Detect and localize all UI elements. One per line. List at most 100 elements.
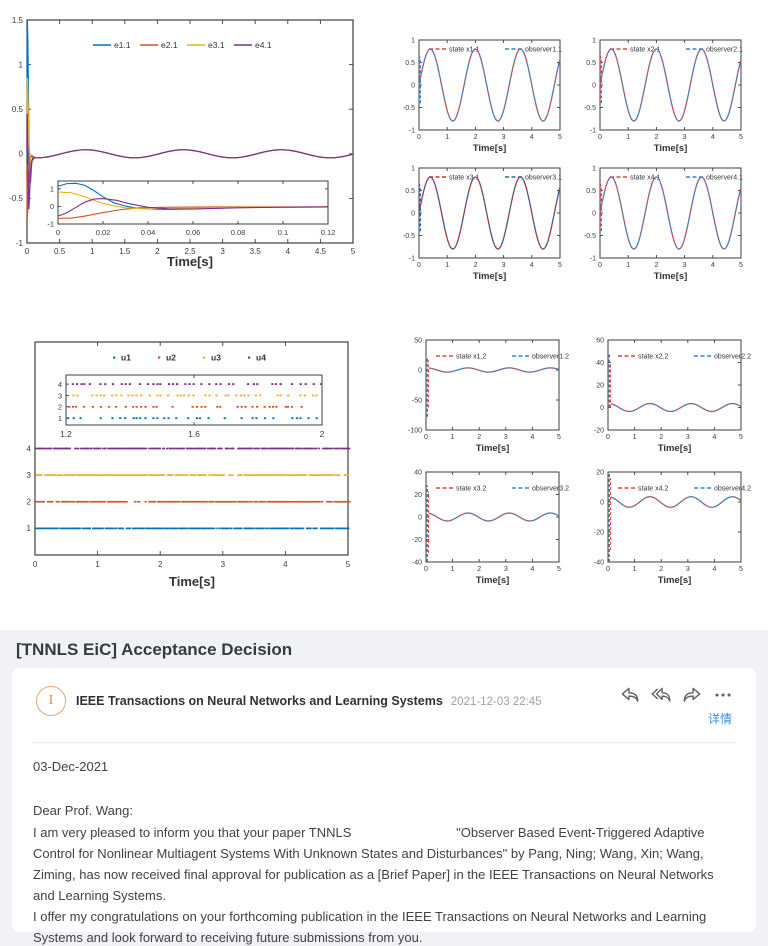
- svg-text:2: 2: [155, 247, 160, 256]
- svg-text:u1: u1: [121, 353, 131, 363]
- svg-text:2: 2: [654, 262, 658, 269]
- svg-text:5: 5: [346, 560, 351, 569]
- svg-text:0: 0: [606, 566, 610, 573]
- svg-text:Time[s]: Time[s]: [476, 575, 510, 586]
- svg-text:Time[s]: Time[s]: [658, 575, 692, 586]
- svg-text:u3: u3: [211, 353, 221, 363]
- sender-row: IEEE Transactions on Neural Networks and…: [76, 692, 542, 710]
- svg-text:-20: -20: [594, 529, 604, 536]
- svg-text:5: 5: [739, 262, 743, 269]
- svg-text:4: 4: [283, 560, 288, 569]
- svg-text:state x1.2: state x1.2: [456, 354, 486, 361]
- svg-text:0: 0: [424, 566, 428, 573]
- svg-text:-1: -1: [409, 255, 415, 262]
- header-divider: [33, 742, 735, 743]
- svg-text:1: 1: [411, 165, 415, 172]
- svg-text:3: 3: [221, 560, 226, 569]
- svg-text:observer3.2: observer3.2: [532, 486, 569, 493]
- svg-text:0.12: 0.12: [321, 228, 336, 237]
- body-salutation: Dear Prof. Wang:: [33, 803, 133, 818]
- svg-text:2: 2: [659, 566, 663, 573]
- svg-text:1: 1: [451, 566, 455, 573]
- svg-text:1.2: 1.2: [60, 429, 72, 439]
- figure-states-first-component: 0 1 2 3 4 5 -1 -0.5 0 0.5 1 Time[s] state x1.1 observ…: [403, 37, 743, 282]
- svg-text:1: 1: [633, 434, 637, 441]
- svg-text:2: 2: [477, 434, 481, 441]
- details-link[interactable]: 详情: [707, 712, 732, 726]
- svg-text:2.5: 2.5: [184, 247, 196, 256]
- svg-text:3: 3: [504, 566, 508, 573]
- svg-text:1: 1: [633, 566, 637, 573]
- svg-text:0: 0: [411, 82, 415, 89]
- svg-text:0.1: 0.1: [278, 228, 288, 237]
- svg-text:0.5: 0.5: [12, 105, 24, 114]
- svg-text:Time[s]: Time[s]: [473, 143, 507, 154]
- svg-text:5: 5: [351, 247, 356, 256]
- svg-text:1: 1: [592, 37, 596, 44]
- svg-text:4: 4: [27, 444, 32, 453]
- svg-text:1: 1: [626, 262, 630, 269]
- svg-text:0.06: 0.06: [186, 228, 201, 237]
- svg-text:5: 5: [558, 134, 562, 141]
- svg-text:Time[s]: Time[s]: [169, 574, 215, 589]
- svg-text:1: 1: [58, 414, 62, 423]
- svg-text:2: 2: [320, 429, 325, 439]
- svg-text:Time[s]: Time[s]: [658, 443, 692, 454]
- svg-text:-40: -40: [412, 559, 422, 566]
- svg-text:-0.5: -0.5: [584, 105, 596, 112]
- svg-text:1: 1: [445, 134, 449, 141]
- svg-text:0: 0: [600, 499, 604, 506]
- svg-text:5: 5: [739, 134, 743, 141]
- svg-text:4: 4: [530, 262, 534, 269]
- svg-text:1.5: 1.5: [119, 247, 131, 256]
- svg-text:1: 1: [19, 60, 24, 69]
- svg-text:5: 5: [739, 566, 743, 573]
- email-subject: [TNNLS EiC] Acceptance Decision: [16, 640, 293, 659]
- forward-icon[interactable]: [681, 684, 703, 706]
- svg-text:-20: -20: [412, 537, 422, 544]
- svg-text:40: 40: [414, 469, 422, 476]
- svg-text:3.5: 3.5: [250, 247, 262, 256]
- svg-text:Time[s]: Time[s]: [167, 254, 213, 269]
- svg-text:1: 1: [411, 37, 415, 44]
- svg-text:0: 0: [598, 134, 602, 141]
- svg-text:state x2.1: state x2.1: [630, 47, 660, 54]
- svg-text:0.5: 0.5: [405, 60, 415, 67]
- svg-text:Time[s]: Time[s]: [476, 443, 510, 454]
- svg-text:3: 3: [220, 247, 225, 256]
- reply-all-icon[interactable]: [650, 684, 672, 706]
- svg-text:4: 4: [286, 247, 291, 256]
- svg-text:0: 0: [25, 247, 30, 256]
- svg-text:0: 0: [592, 82, 596, 89]
- reply-icon[interactable]: [619, 684, 641, 706]
- svg-text:2: 2: [654, 134, 658, 141]
- message-actions: [619, 684, 734, 706]
- svg-text:1: 1: [50, 185, 54, 194]
- figure-tracking-errors: 0 0.5 1 1.5 2 2.5 3 3.5 4 4.5 5 -1 -0.5 0 0.5 1 1.5 Time[…: [9, 16, 356, 269]
- svg-text:0: 0: [592, 210, 596, 217]
- svg-text:4: 4: [711, 134, 715, 141]
- svg-text:0.5: 0.5: [586, 60, 596, 67]
- svg-text:0: 0: [600, 405, 604, 412]
- svg-text:0: 0: [598, 262, 602, 269]
- svg-text:-1: -1: [16, 239, 24, 248]
- svg-text:4: 4: [711, 262, 715, 269]
- svg-text:observer1.2: observer1.2: [532, 354, 569, 361]
- svg-text:0: 0: [606, 434, 610, 441]
- svg-text:20: 20: [596, 469, 604, 476]
- svg-text:2: 2: [158, 560, 163, 569]
- sender-name: IEEE Transactions on Neural Networks and…: [76, 694, 443, 708]
- svg-text:4: 4: [58, 380, 62, 389]
- svg-text:5: 5: [557, 566, 561, 573]
- svg-text:0: 0: [418, 514, 422, 521]
- svg-text:3: 3: [502, 134, 506, 141]
- svg-text:-50: -50: [412, 397, 422, 404]
- svg-text:-100: -100: [408, 427, 422, 434]
- figure-event-triggered-inputs: 0 1 2 3 4 5 1 2 3 4 Time[s] u1 u2 u3 u4 1.2 1.6 2 1 2 3 4: [27, 341, 351, 589]
- svg-text:5: 5: [558, 262, 562, 269]
- more-icon[interactable]: [712, 684, 734, 706]
- message-datetime: 2021-12-03 22:45: [450, 696, 542, 708]
- svg-text:0: 0: [418, 367, 422, 374]
- svg-text:u4: u4: [256, 353, 266, 363]
